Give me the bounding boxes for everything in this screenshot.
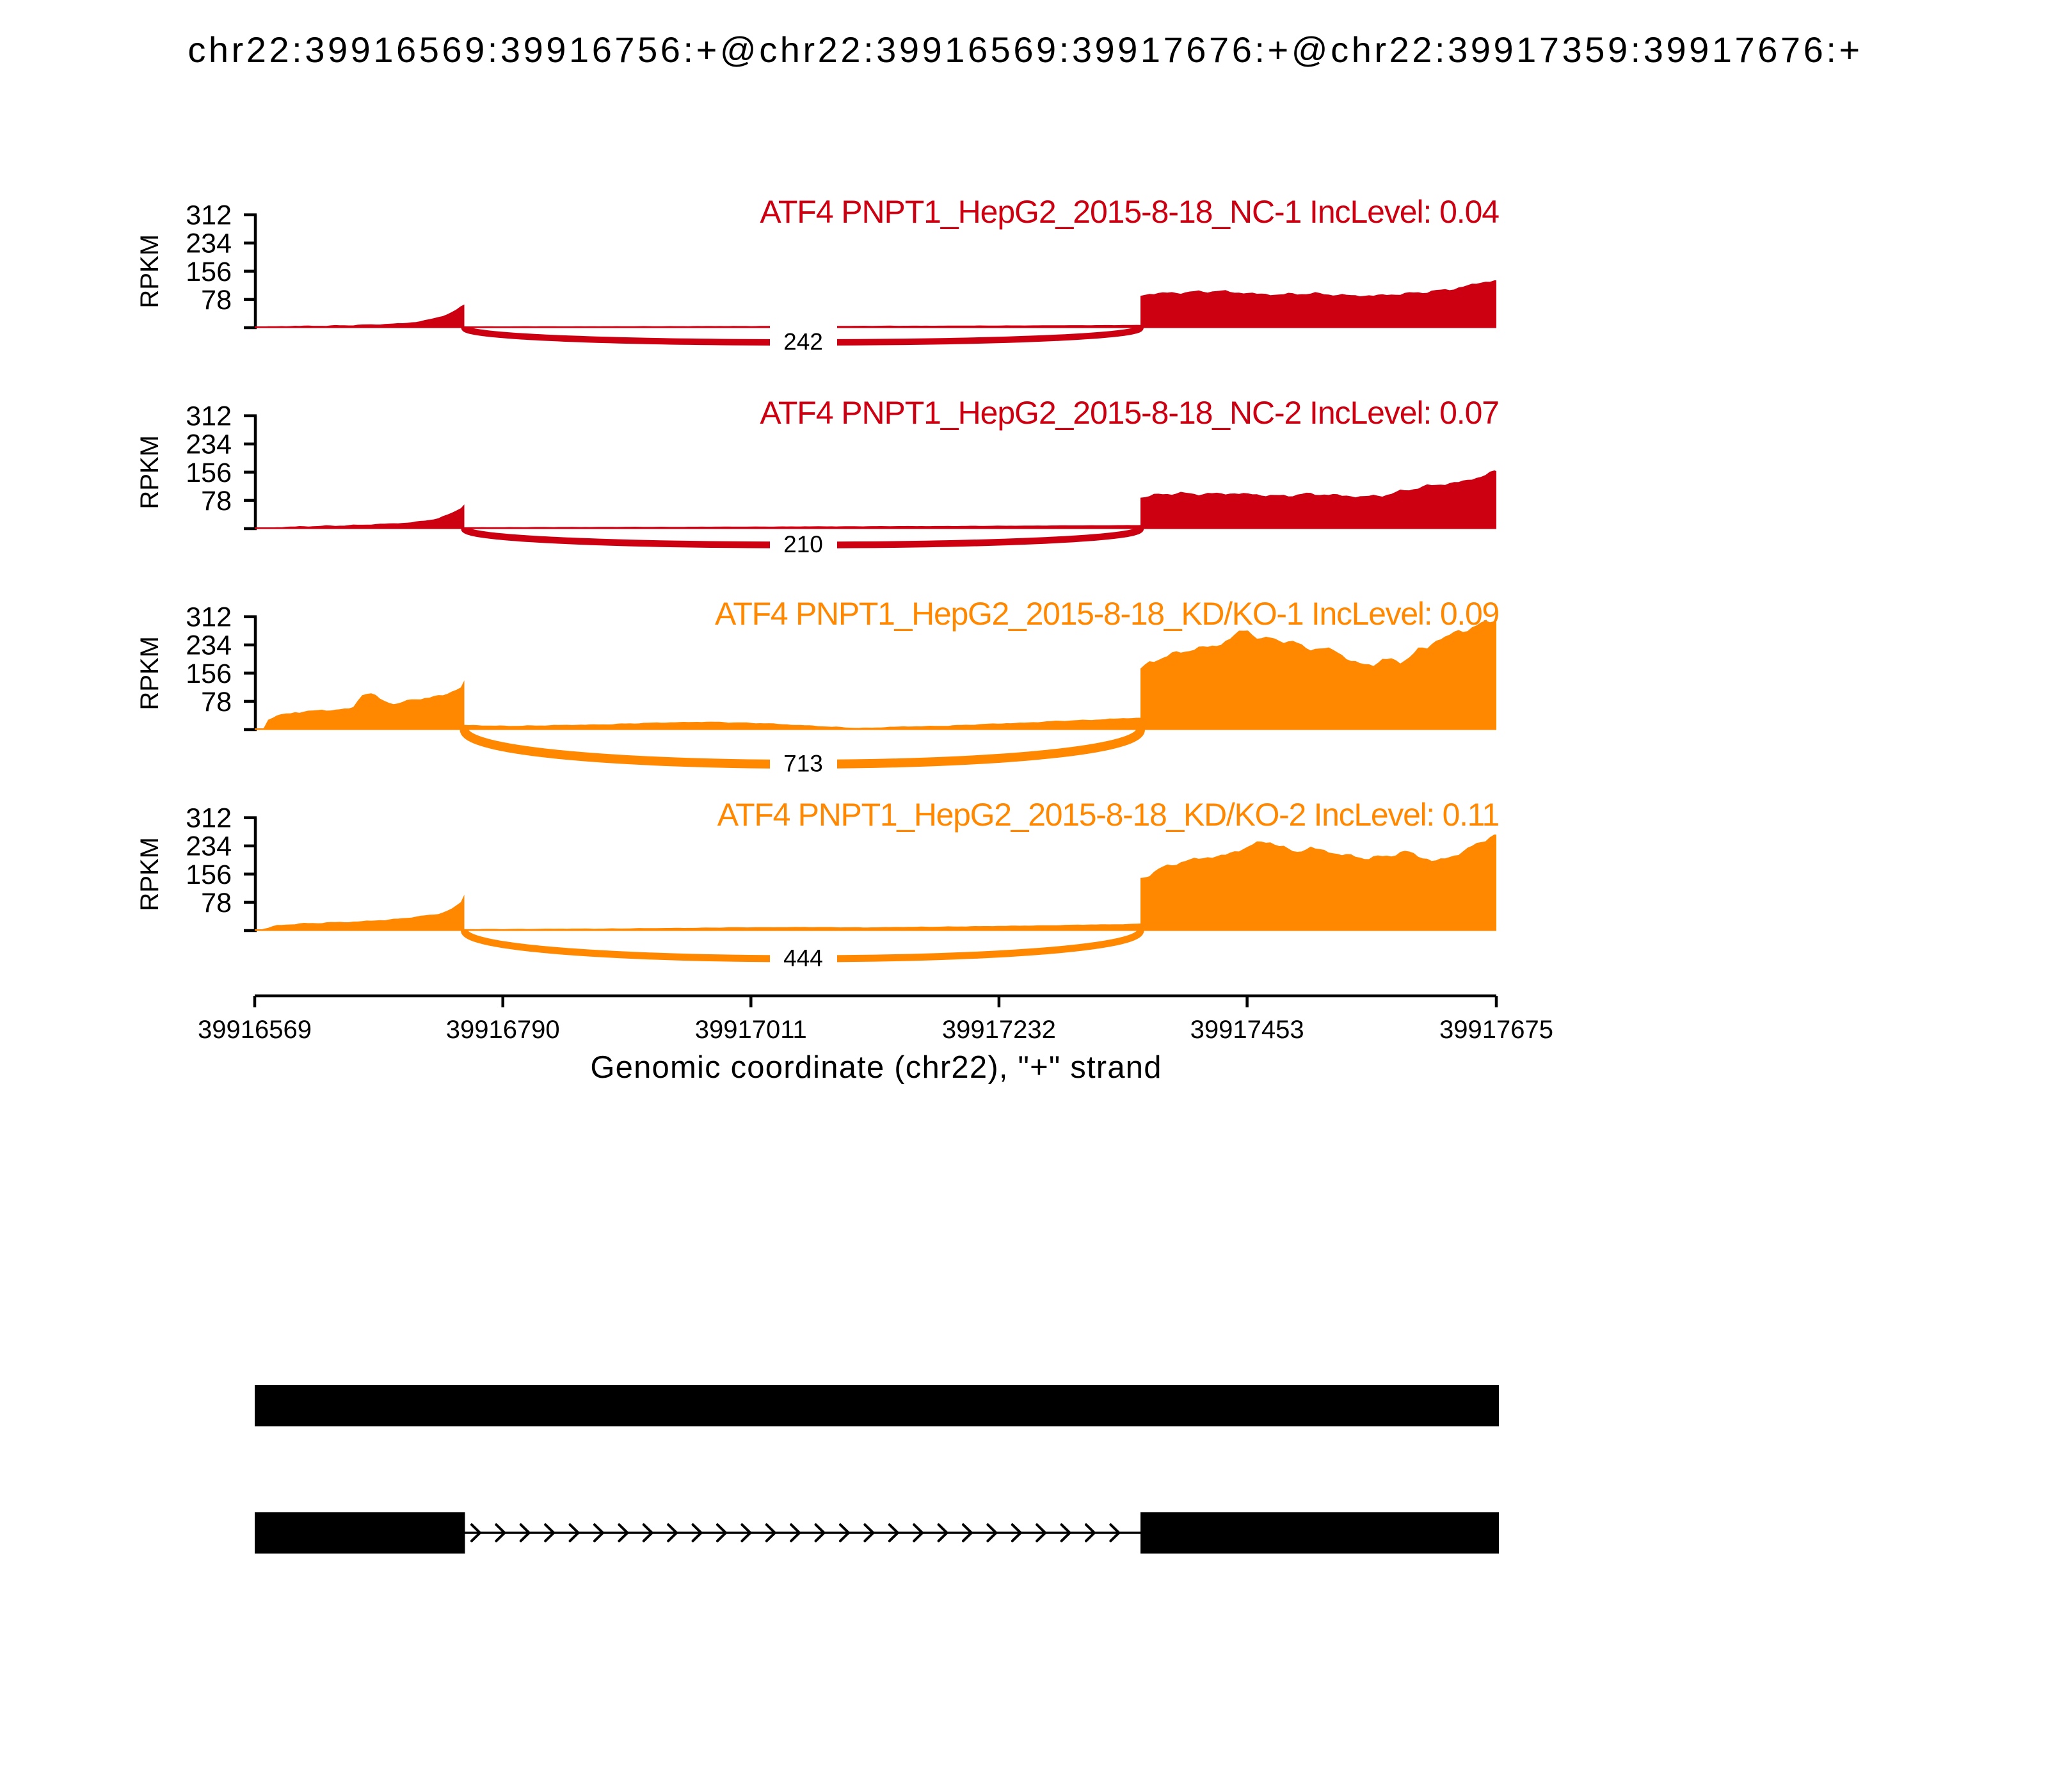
svg-text:RPKM: RPKM [136, 435, 164, 509]
svg-text:78: 78 [201, 687, 232, 717]
svg-text:242: 242 [783, 329, 823, 355]
svg-text:210: 210 [783, 531, 823, 557]
svg-text:713: 713 [783, 751, 823, 777]
svg-text:444: 444 [783, 945, 823, 972]
svg-text:Genomic coordinate (chr22), "+: Genomic coordinate (chr22), "+" strand [590, 1050, 1162, 1085]
svg-text:234: 234 [186, 831, 232, 862]
svg-text:78: 78 [201, 285, 232, 316]
svg-text:ATF4 PNPT1_HepG2_2015-8-18_NC-: ATF4 PNPT1_HepG2_2015-8-18_NC-2 IncLevel… [760, 395, 1499, 431]
svg-text:ATF4 PNPT1_HepG2_2015-8-18_KD/: ATF4 PNPT1_HepG2_2015-8-18_KD/KO-1 IncLe… [715, 596, 1499, 632]
svg-text:312: 312 [186, 401, 232, 432]
svg-text:312: 312 [186, 200, 232, 231]
svg-text:ATF4 PNPT1_HepG2_2015-8-18_NC-: ATF4 PNPT1_HepG2_2015-8-18_NC-1 IncLevel… [760, 194, 1499, 230]
svg-text:312: 312 [186, 602, 232, 633]
svg-text:39917675: 39917675 [1439, 1016, 1553, 1044]
svg-text:156: 156 [186, 860, 232, 890]
svg-text:78: 78 [201, 888, 232, 918]
svg-text:78: 78 [201, 486, 232, 516]
svg-text:39917453: 39917453 [1190, 1016, 1304, 1044]
svg-text:234: 234 [186, 429, 232, 460]
svg-text:234: 234 [186, 630, 232, 661]
svg-text:chr22:39916569:39916756:+@chr2: chr22:39916569:39916756:+@chr22:39916569… [188, 29, 1862, 70]
svg-text:RPKM: RPKM [136, 837, 164, 911]
svg-text:39917232: 39917232 [942, 1016, 1056, 1044]
svg-text:39916569: 39916569 [198, 1016, 312, 1044]
svg-text:RPKM: RPKM [136, 636, 164, 710]
svg-text:39917011: 39917011 [695, 1016, 807, 1044]
svg-text:ATF4 PNPT1_HepG2_2015-8-18_KD/: ATF4 PNPT1_HepG2_2015-8-18_KD/KO-2 IncLe… [717, 797, 1499, 833]
svg-text:234: 234 [186, 228, 232, 259]
svg-text:39916790: 39916790 [446, 1016, 560, 1044]
svg-text:RPKM: RPKM [136, 234, 164, 308]
svg-text:156: 156 [186, 659, 232, 689]
svg-text:312: 312 [186, 803, 232, 834]
svg-text:156: 156 [186, 257, 232, 287]
svg-text:156: 156 [186, 458, 232, 488]
